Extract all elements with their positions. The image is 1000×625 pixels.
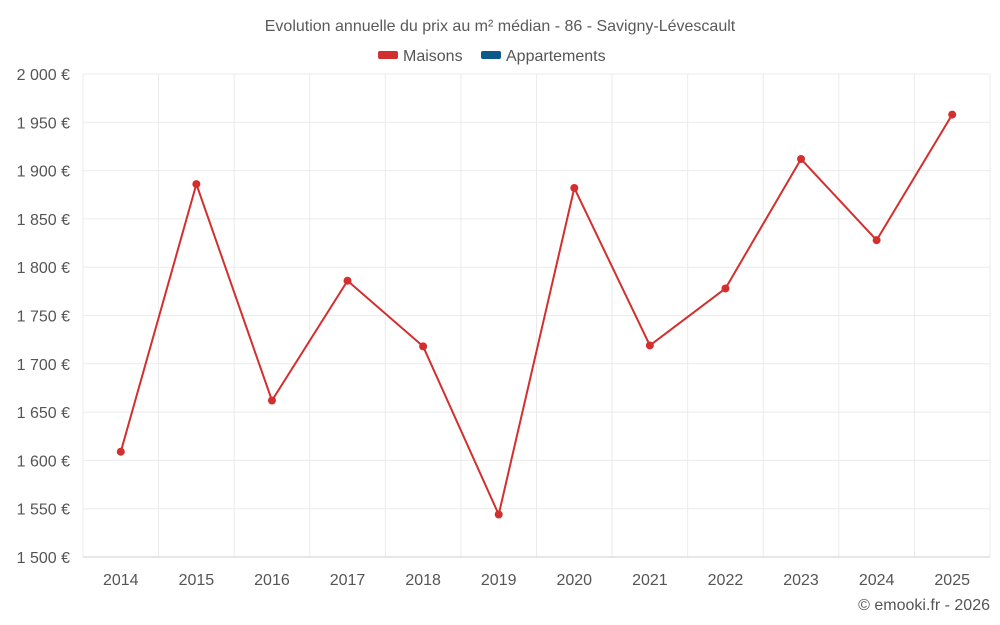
chart-title: Evolution annuelle du prix au m² médian … [265, 18, 736, 35]
data-point-2020[interactable] [570, 183, 579, 192]
x-tick-label: 2015 [179, 572, 215, 589]
data-point-2021[interactable] [645, 341, 654, 350]
x-tick-label: 2016 [254, 572, 290, 589]
y-tick-label: 1 650 € [17, 405, 70, 422]
data-point-2018[interactable] [419, 342, 428, 351]
series-line-maisons [119, 114, 954, 516]
data-point-2025[interactable] [948, 110, 957, 119]
x-tick-label: 2018 [405, 572, 441, 589]
y-tick-label: 1 800 € [17, 260, 70, 277]
legend: Maisons Appartements [378, 48, 606, 65]
y-tick-label: 1 900 € [17, 164, 70, 181]
data-point-2016[interactable] [267, 396, 276, 405]
y-axis-tick-labels: 1 500 € 1 550 € 1 600 € 1 650 € 1 700 € 1 750… [17, 67, 70, 567]
x-axis-tick-labels: 2014 2015 2016 2017 2018 2019 2020 2021 2022 2023… [103, 572, 970, 589]
y-tick-label: 1 500 € [17, 550, 70, 567]
data-point-2017[interactable] [343, 276, 352, 285]
x-tick-label: 2017 [330, 572, 366, 589]
legend-label-maisons[interactable]: Maisons [403, 48, 463, 65]
credit-text[interactable]: © emooki.fr - 2026 [858, 597, 990, 614]
data-point-2024[interactable] [872, 236, 881, 245]
x-tick-label: 2025 [934, 572, 970, 589]
y-tick-label: 1 750 € [17, 309, 70, 326]
y-tick-label: 1 600 € [17, 453, 70, 470]
x-tick-label: 2019 [481, 572, 517, 589]
data-point-2019[interactable] [494, 510, 503, 519]
data-point-2015[interactable] [192, 180, 201, 189]
y-tick-label: 1 550 € [17, 502, 70, 519]
y-tick-label: 1 850 € [17, 212, 70, 229]
y-tick-label: 1 700 € [17, 357, 70, 374]
horizontal-gridlines [83, 73, 990, 510]
legend-swatch-appartements[interactable] [481, 51, 501, 59]
x-tick-label: 2014 [103, 572, 139, 589]
series-points-maisons [116, 110, 957, 519]
legend-label-appartements[interactable]: Appartements [506, 48, 606, 65]
y-tick-label: 2 000 € [17, 67, 70, 84]
x-tick-label: 2020 [556, 572, 592, 589]
legend-swatch-maisons[interactable] [378, 51, 398, 59]
x-tick-label: 2021 [632, 572, 668, 589]
x-tick-label: 2023 [783, 572, 819, 589]
y-tick-label: 1 950 € [17, 115, 70, 132]
data-point-2022[interactable] [721, 284, 730, 293]
data-point-2023[interactable] [797, 155, 806, 164]
data-point-2014[interactable] [116, 447, 125, 456]
x-tick-label: 2022 [708, 572, 744, 589]
x-tick-label: 2024 [859, 572, 895, 589]
